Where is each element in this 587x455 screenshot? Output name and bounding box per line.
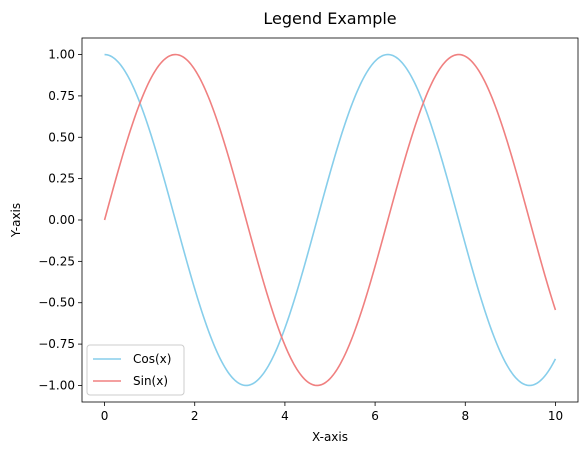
y-tick-label: 0.00 — [48, 213, 75, 227]
x-tick-label: 0 — [101, 409, 109, 423]
legend-label-sin: Sin(x) — [133, 374, 168, 388]
x-axis-label: X-axis — [312, 430, 348, 444]
x-tick-label: 10 — [548, 409, 563, 423]
y-tick-label: −0.75 — [38, 337, 75, 351]
y-tick-label: −1.00 — [38, 378, 75, 392]
series-layer — [103, 53, 557, 387]
x-tick-label: 6 — [371, 409, 379, 423]
legend-box — [86, 344, 185, 396]
y-tick-label: 0.25 — [48, 172, 75, 186]
y-tick-label: 1.00 — [48, 48, 75, 62]
y-axis-ticks: −1.00 −0.75 −0.50 −0.25 0.00 0.25 0.50 0.75 1.00 — [38, 48, 82, 392]
x-tick-label: 4 — [281, 409, 289, 423]
legend-label-cos: Cos(x) — [133, 352, 171, 366]
y-tick-label: 0.50 — [48, 130, 75, 144]
y-tick-label: −0.50 — [38, 296, 75, 310]
x-tick-label: 2 — [191, 409, 199, 423]
series-line-sin-x — [103, 53, 557, 387]
x-axis-ticks: 0 2 4 6 8 10 — [101, 402, 563, 423]
chart-title: Legend Example — [263, 9, 396, 28]
series-line-cos-x — [104, 53, 557, 387]
y-tick-label: 0.75 — [48, 89, 75, 103]
y-axis-label: Y-axis — [9, 203, 23, 238]
x-tick-label: 8 — [461, 409, 469, 423]
legend: Cos(x) Sin(x) — [86, 344, 185, 396]
y-tick-label: −0.25 — [38, 254, 75, 268]
